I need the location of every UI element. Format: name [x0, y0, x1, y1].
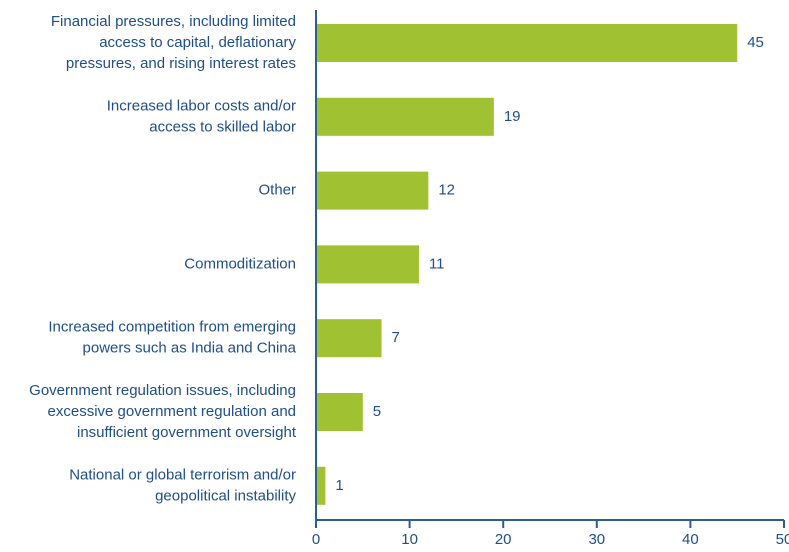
x-tick-label: 50	[776, 531, 789, 548]
value-label: 45	[747, 34, 764, 51]
bar	[316, 466, 326, 505]
y-tick-label: National or global terrorism and/or geopo…	[69, 466, 296, 504]
y-tick-label: Commoditization	[184, 255, 296, 272]
value-label: 7	[392, 329, 400, 346]
value-label: 5	[373, 403, 381, 420]
value-label: 11	[429, 255, 445, 272]
bar	[316, 97, 494, 136]
value-label: 19	[504, 108, 521, 125]
value-label: 1	[335, 477, 343, 494]
x-tick-label: 0	[312, 531, 320, 548]
bar	[316, 319, 382, 358]
y-tick-label: Increased labor costs and/or access to sk…	[107, 97, 296, 135]
bar	[316, 245, 419, 284]
value-label: 12	[438, 182, 455, 199]
y-tick-label: Government regulation issues, including e…	[29, 382, 297, 441]
bar	[316, 171, 429, 210]
y-tick-label: Financial pressures, including limited ac…	[51, 13, 297, 72]
bar	[316, 24, 738, 62]
x-tick-label: 40	[682, 531, 699, 548]
x-tick-label: 10	[401, 531, 418, 548]
y-tick-label: Increased competition from emerging power…	[48, 319, 296, 357]
y-tick-label: Other	[258, 182, 296, 199]
x-tick-label: 30	[588, 531, 605, 548]
bar	[316, 393, 363, 431]
x-tick-label: 20	[495, 531, 512, 548]
